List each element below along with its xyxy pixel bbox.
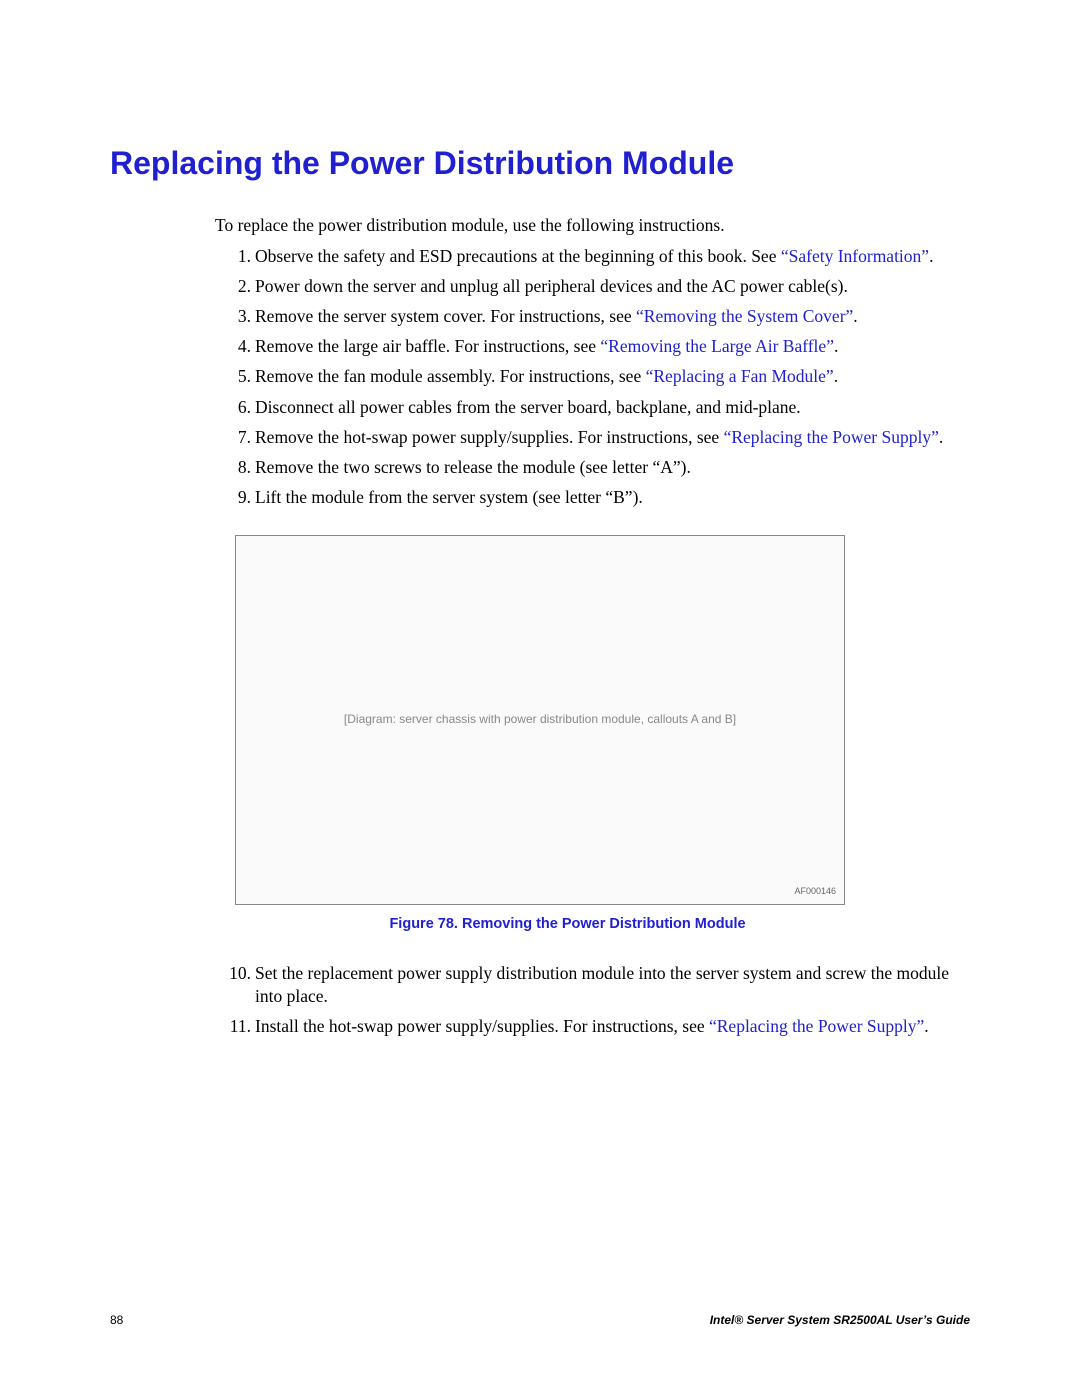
step-text: Remove the server system cover. For inst…: [255, 306, 636, 326]
step-item: Remove the large air baffle. For instruc…: [255, 335, 960, 358]
step-item: Remove the server system cover. For inst…: [255, 305, 960, 328]
step-text: Remove the fan module assembly. For inst…: [255, 366, 646, 386]
step-text: Install the hot-swap power supply/suppli…: [255, 1016, 709, 1036]
page-number: 88: [110, 1313, 123, 1327]
step-post: .: [853, 306, 857, 326]
step-item: Lift the module from the server system (…: [255, 486, 960, 509]
step-text: Set the replacement power supply distrib…: [255, 963, 949, 1006]
page-heading: Replacing the Power Distribution Module: [110, 145, 970, 182]
step-item: Set the replacement power supply distrib…: [255, 962, 960, 1008]
step-text: Remove the large air baffle. For instruc…: [255, 336, 600, 356]
step-text: Power down the server and unplug all per…: [255, 276, 848, 296]
step-item: Observe the safety and ESD precautions a…: [255, 245, 960, 268]
link-removing-large-air-baffle[interactable]: “Removing the Large Air Baffle”: [600, 336, 834, 356]
link-replacing-power-supply-2[interactable]: “Replacing the Power Supply”: [709, 1016, 924, 1036]
figure-caption: Figure 78. Removing the Power Distributi…: [175, 915, 960, 934]
figure-image: [Diagram: server chassis with power dist…: [235, 535, 845, 905]
step-text: Remove the two screws to release the mod…: [255, 457, 691, 477]
steps-list-2: Set the replacement power supply distrib…: [215, 962, 960, 1038]
step-text: Observe the safety and ESD precautions a…: [255, 246, 781, 266]
link-safety-information[interactable]: “Safety Information”: [781, 246, 929, 266]
step-text: Disconnect all power cables from the ser…: [255, 397, 801, 417]
step-post: .: [834, 366, 838, 386]
step-post: .: [834, 336, 838, 356]
step-item: Remove the two screws to release the mod…: [255, 456, 960, 479]
link-removing-system-cover[interactable]: “Removing the System Cover”: [636, 306, 853, 326]
step-post: .: [924, 1016, 928, 1036]
figure-ref: AF000146: [794, 886, 836, 898]
figure-block: [Diagram: server chassis with power dist…: [215, 535, 960, 934]
link-replacing-fan-module[interactable]: “Replacing a Fan Module”: [646, 366, 834, 386]
step-item: Power down the server and unplug all per…: [255, 275, 960, 298]
step-text: Lift the module from the server system (…: [255, 487, 643, 507]
step-text: Remove the hot-swap power supply/supplie…: [255, 427, 724, 447]
guide-title: Intel® Server System SR2500AL User’s Gui…: [710, 1313, 970, 1327]
step-item: Remove the hot-swap power supply/supplie…: [255, 426, 960, 449]
figure-placeholder: [Diagram: server chassis with power dist…: [344, 712, 736, 728]
step-post: .: [939, 427, 943, 447]
page-footer: 88 Intel® Server System SR2500AL User’s …: [110, 1313, 970, 1327]
steps-list-1: Observe the safety and ESD precautions a…: [215, 245, 960, 509]
page-content: To replace the power distribution module…: [110, 214, 970, 1038]
intro-text: To replace the power distribution module…: [215, 214, 960, 237]
step-post: .: [929, 246, 933, 266]
step-item: Disconnect all power cables from the ser…: [255, 396, 960, 419]
step-item: Remove the fan module assembly. For inst…: [255, 365, 960, 388]
step-item: Install the hot-swap power supply/suppli…: [255, 1015, 960, 1038]
link-replacing-power-supply[interactable]: “Replacing the Power Supply”: [724, 427, 939, 447]
